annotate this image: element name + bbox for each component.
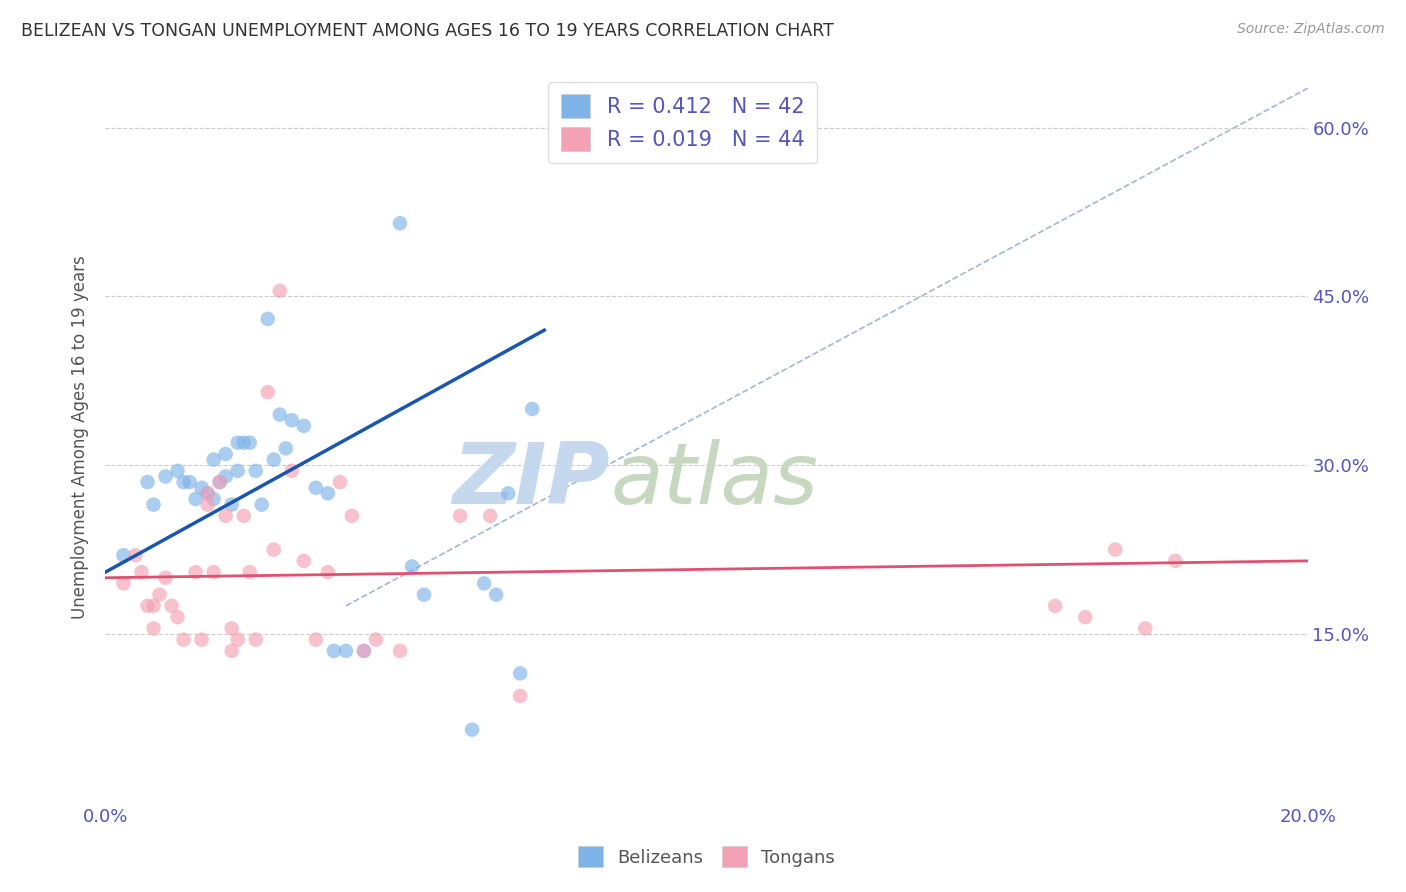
Point <box>1043 599 1066 613</box>
Point <box>166 610 188 624</box>
Point <box>472 576 495 591</box>
Point <box>232 435 254 450</box>
Point <box>269 284 291 298</box>
Point <box>142 621 165 635</box>
Point <box>226 435 249 450</box>
Point <box>269 408 291 422</box>
Point <box>401 559 423 574</box>
Point <box>221 621 243 635</box>
Point <box>226 464 249 478</box>
Point <box>214 447 236 461</box>
Point <box>136 475 159 489</box>
Point <box>364 632 387 647</box>
Point <box>388 216 411 230</box>
Point <box>256 312 278 326</box>
Point <box>413 588 436 602</box>
Text: ZIP: ZIP <box>453 440 610 523</box>
Point <box>226 632 249 647</box>
Point <box>509 689 531 703</box>
Point <box>281 464 304 478</box>
Point <box>496 486 519 500</box>
Point <box>214 508 236 523</box>
Point <box>155 469 177 483</box>
Point <box>1135 621 1157 635</box>
Point <box>197 498 219 512</box>
Point <box>509 666 531 681</box>
Point <box>190 632 212 647</box>
Text: BELIZEAN VS TONGAN UNEMPLOYMENT AMONG AGES 16 TO 19 YEARS CORRELATION CHART: BELIZEAN VS TONGAN UNEMPLOYMENT AMONG AG… <box>21 22 834 40</box>
Point <box>1104 542 1126 557</box>
Text: Source: ZipAtlas.com: Source: ZipAtlas.com <box>1237 22 1385 37</box>
Point <box>221 498 243 512</box>
Point <box>208 475 231 489</box>
Point <box>184 491 207 506</box>
Point <box>388 644 411 658</box>
Point <box>197 486 219 500</box>
Point <box>340 508 363 523</box>
Point <box>208 475 231 489</box>
Point <box>353 644 375 658</box>
Point <box>449 508 471 523</box>
Point <box>239 435 262 450</box>
Point <box>197 486 219 500</box>
Point <box>173 632 195 647</box>
Point <box>202 491 225 506</box>
Point <box>245 464 267 478</box>
Legend: Belizeans, Tongans: Belizeans, Tongans <box>571 839 842 874</box>
Point <box>124 548 146 562</box>
Point <box>202 452 225 467</box>
Point <box>136 599 159 613</box>
Point <box>335 644 357 658</box>
Point <box>184 565 207 579</box>
Point <box>1074 610 1097 624</box>
Point <box>221 644 243 658</box>
Point <box>112 548 135 562</box>
Point <box>305 481 328 495</box>
Point <box>263 452 285 467</box>
Point <box>479 508 502 523</box>
Point <box>202 565 225 579</box>
Point <box>353 644 375 658</box>
Point <box>179 475 201 489</box>
Point <box>190 481 212 495</box>
Point <box>316 565 339 579</box>
Point <box>292 554 315 568</box>
Point <box>1164 554 1187 568</box>
Point <box>292 418 315 433</box>
Point <box>329 475 352 489</box>
Y-axis label: Unemployment Among Ages 16 to 19 years: Unemployment Among Ages 16 to 19 years <box>72 255 90 619</box>
Point <box>305 632 328 647</box>
Point <box>239 565 262 579</box>
Point <box>322 644 344 658</box>
Point <box>142 599 165 613</box>
Point <box>256 385 278 400</box>
Point <box>148 588 170 602</box>
Point <box>232 508 254 523</box>
Point <box>461 723 484 737</box>
Point <box>274 442 297 456</box>
Point <box>245 632 267 647</box>
Point <box>166 464 188 478</box>
Point <box>316 486 339 500</box>
Text: atlas: atlas <box>610 440 818 523</box>
Point <box>131 565 153 579</box>
Point <box>214 469 236 483</box>
Point <box>112 576 135 591</box>
Point <box>160 599 183 613</box>
Point <box>250 498 273 512</box>
Point <box>485 588 508 602</box>
Point <box>522 401 544 416</box>
Point <box>155 571 177 585</box>
Point <box>263 542 285 557</box>
Point <box>173 475 195 489</box>
Point <box>281 413 304 427</box>
Point <box>142 498 165 512</box>
